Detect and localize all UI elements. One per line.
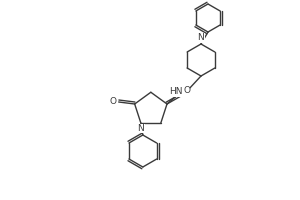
Text: HN: HN [169,88,183,97]
Text: O: O [110,98,117,106]
Text: O: O [183,86,190,95]
Text: N: N [198,33,204,43]
Text: N: N [137,124,144,133]
